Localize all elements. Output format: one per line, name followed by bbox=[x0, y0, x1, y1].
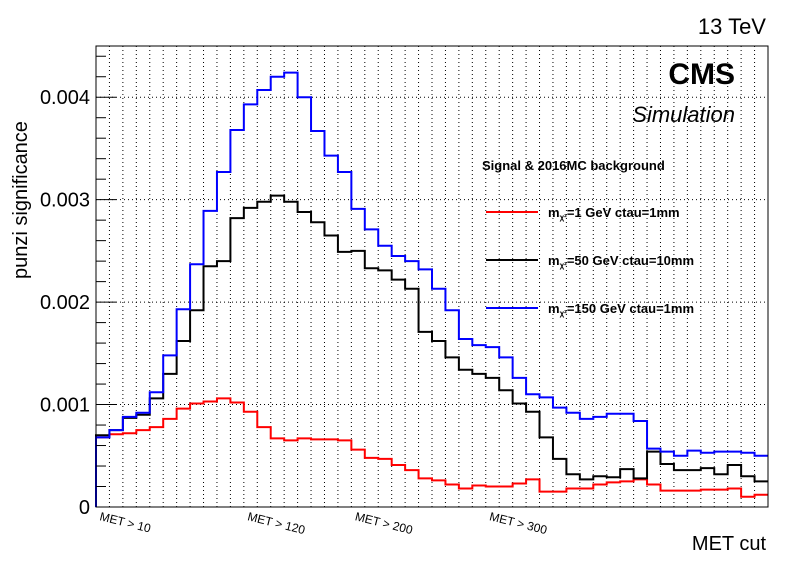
y-axis-title: punzi significance bbox=[10, 121, 32, 279]
legend-entry-0: mχ²=1 GeV ctau=1mm bbox=[548, 205, 680, 222]
y-tick-label: 0.004 bbox=[40, 87, 90, 109]
y-tick-label: 0.001 bbox=[40, 395, 90, 417]
series-line-2 bbox=[95, 71, 768, 507]
legend-entry-1: mχ²=50 GeV ctau=10mm bbox=[548, 253, 694, 270]
series-layer bbox=[95, 71, 768, 507]
simulation-label: Simulation bbox=[632, 102, 735, 127]
cms-label: CMS bbox=[668, 58, 735, 91]
legend-entry-2: mχ²=150 GeV ctau=1mm bbox=[548, 301, 694, 318]
y-tick-label: 0.003 bbox=[40, 190, 90, 212]
energy-label: 13 TeV bbox=[698, 14, 766, 39]
series-line-1 bbox=[95, 194, 768, 507]
y-tick-label: 0.002 bbox=[40, 292, 90, 314]
plot-frame bbox=[95, 45, 769, 508]
y-tick-label: 0 bbox=[79, 497, 90, 519]
legend: Signal & 2016MC background mχ²=1 GeV cta… bbox=[482, 158, 694, 318]
x-axis-title: MET cut bbox=[692, 533, 767, 555]
legend-header: Signal & 2016MC background bbox=[482, 158, 665, 173]
grid bbox=[96, 46, 768, 507]
series-line-0 bbox=[95, 397, 768, 507]
